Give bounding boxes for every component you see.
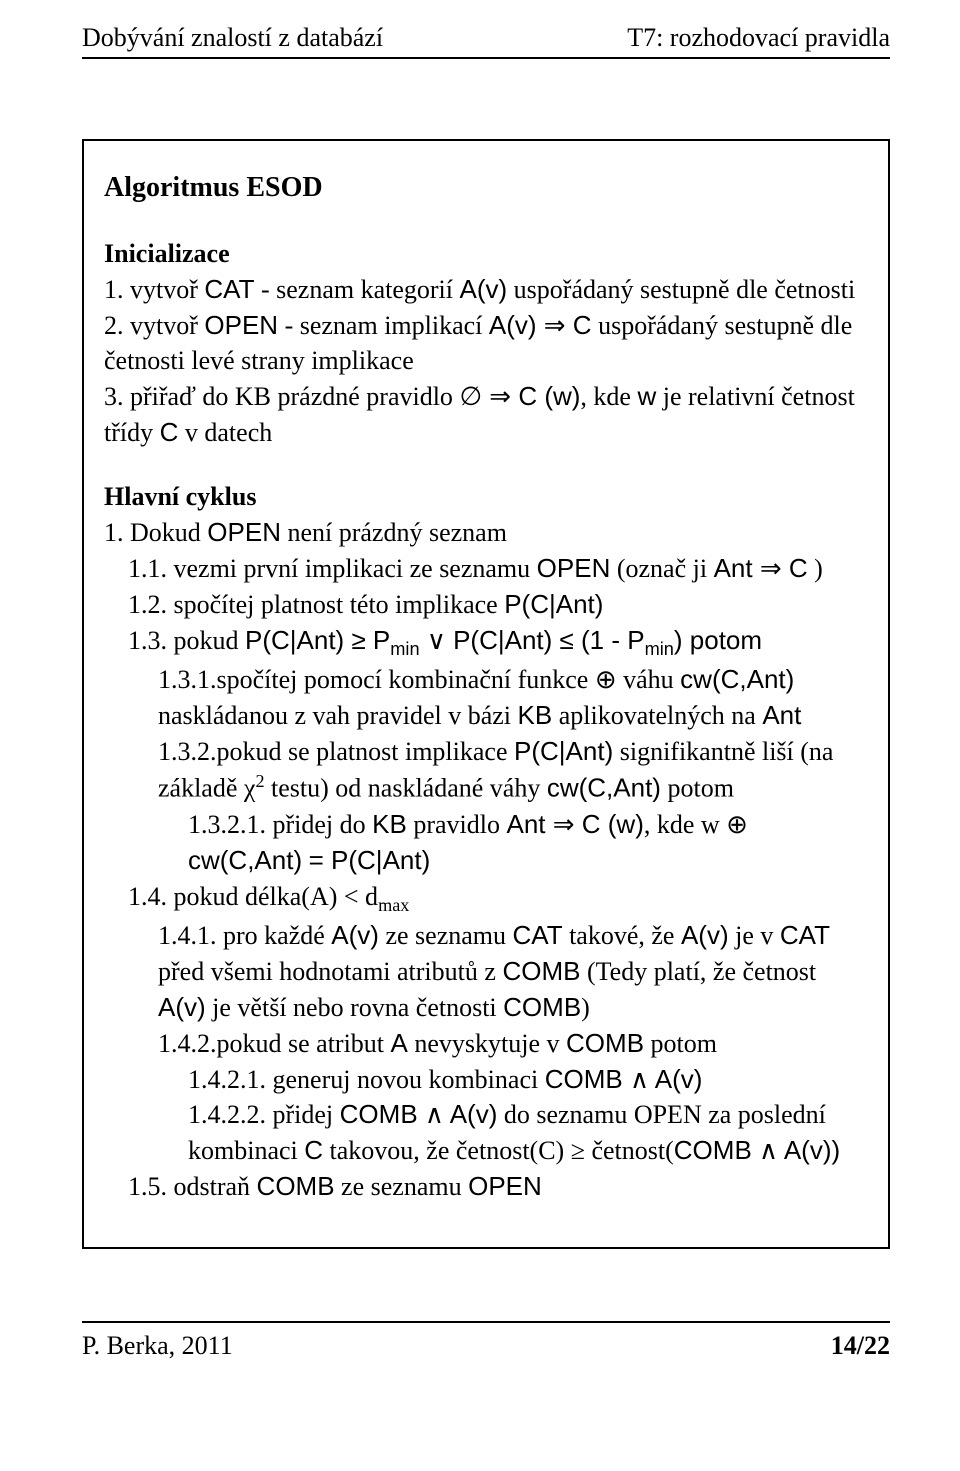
header-right: T7: rozhodovací pravidla bbox=[627, 22, 890, 53]
algorithm-box: Algoritmus ESOD Inicializace 1. vytvoř C… bbox=[82, 139, 890, 1249]
header-left: Dobývání znalostí z databází bbox=[82, 22, 383, 53]
main-1-3-2: 1.3.2.pokud se platnost implikace P(C|An… bbox=[158, 734, 868, 807]
footer-left: P. Berka, 2011 bbox=[82, 1331, 233, 1361]
main-1: 1. Dokud OPEN není prázdný seznam bbox=[104, 515, 868, 551]
main-1-4-2-2: 1.4.2.2. přidej COMB ∧ A(v) do seznamu O… bbox=[188, 1097, 868, 1169]
main-1-4: 1.4. pokud délka(A) < dmax bbox=[128, 879, 868, 918]
main-1-4-2: 1.4.2.pokud se atribut A nevyskytuje v C… bbox=[158, 1026, 868, 1062]
footer-rule bbox=[82, 1321, 890, 1323]
main-heading: Hlavní cyklus bbox=[104, 479, 868, 515]
init-heading: Inicializace bbox=[104, 236, 868, 272]
main-1-2: 1.2. spočítej platnost této implikace P(… bbox=[128, 587, 868, 623]
main-1-3-1: 1.3.1.spočítej pomocí kombinační funkce … bbox=[158, 662, 868, 734]
main-1-5: 1.5. odstraň COMB ze seznamu OPEN bbox=[128, 1169, 868, 1205]
footer-right: 14/22 bbox=[831, 1331, 890, 1361]
main-1-4-1: 1.4.1. pro každé A(v) ze seznamu CAT tak… bbox=[158, 918, 868, 1026]
init-line-3: 3. přiřaď do KB prázdné pravidlo ∅ ⇒ C (… bbox=[104, 379, 868, 451]
main-1-3-2-1: 1.3.2.1. přidej do KB pravidlo Ant ⇒ C (… bbox=[188, 807, 868, 879]
main-1-1: 1.1. vezmi první implikaci ze seznamu OP… bbox=[128, 551, 868, 587]
header-rule bbox=[82, 57, 890, 59]
init-line-1: 1. vytvoř CAT - seznam kategorií A(v) us… bbox=[104, 272, 868, 308]
algorithm-title: Algoritmus ESOD bbox=[104, 169, 868, 208]
init-line-2: 2. vytvoř OPEN - seznam implikací A(v) ⇒… bbox=[104, 308, 868, 380]
main-1-3: 1.3. pokud P(C|Ant) ≥ Pmin ∨ P(C|Ant) ≤ … bbox=[128, 623, 868, 662]
main-1-4-2-1: 1.4.2.1. generuj novou kombinaci COMB ∧ … bbox=[188, 1062, 868, 1098]
